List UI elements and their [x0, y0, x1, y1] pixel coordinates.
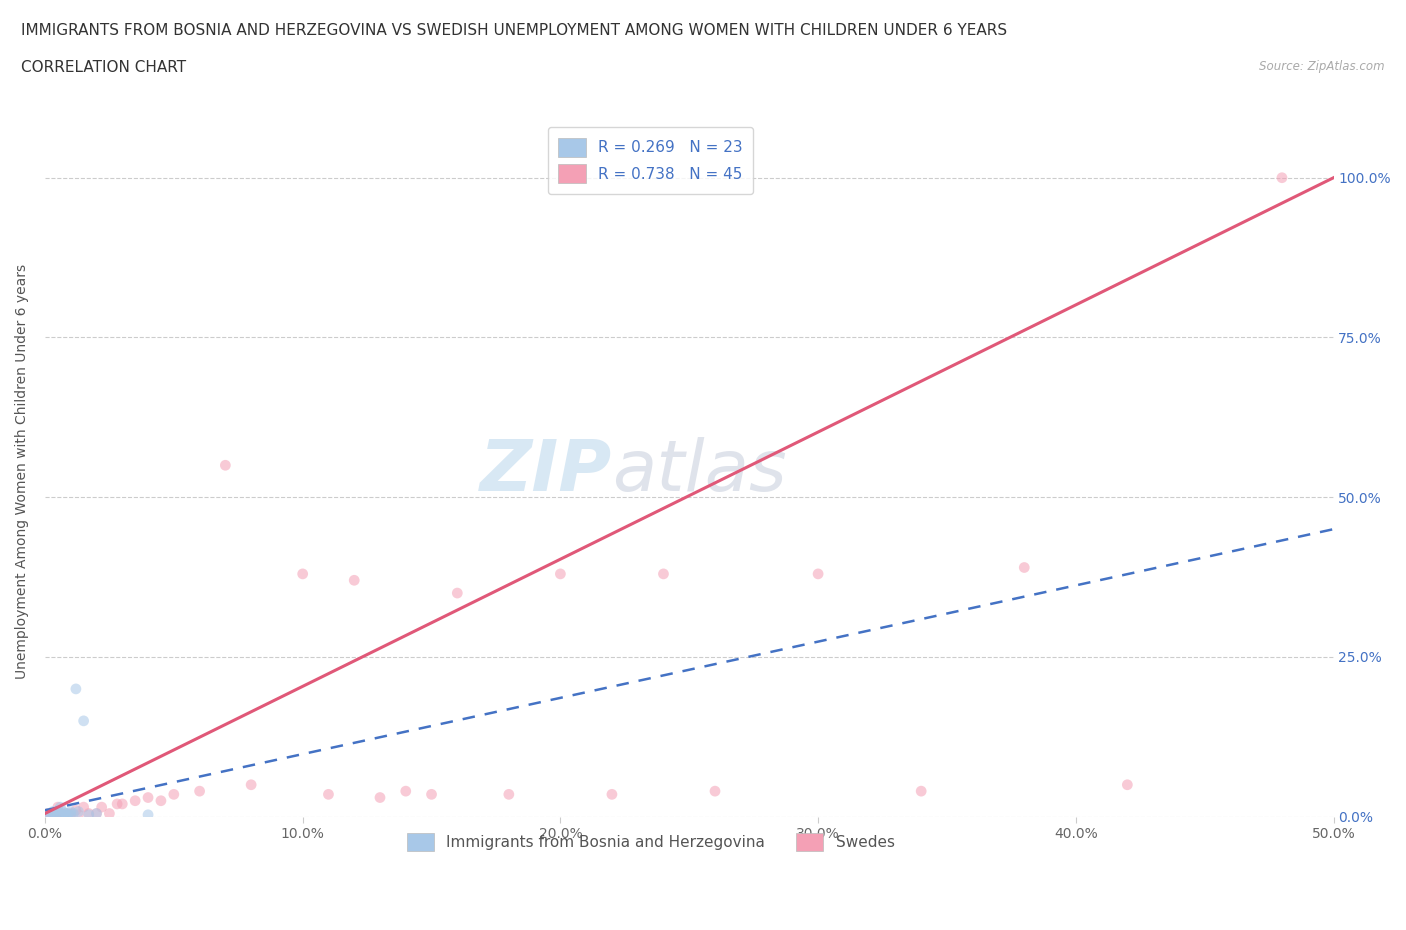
Point	[136, 790, 159, 805]
Point	[44, 807, 66, 822]
Point	[1116, 777, 1139, 792]
Point	[149, 793, 172, 808]
Point	[910, 784, 932, 799]
Point	[124, 793, 146, 808]
Point	[56, 807, 79, 822]
Point	[72, 800, 94, 815]
Point	[46, 806, 69, 821]
Point	[163, 787, 186, 802]
Text: atlas: atlas	[612, 437, 786, 506]
Point	[77, 806, 100, 821]
Point	[343, 573, 366, 588]
Point	[318, 787, 340, 802]
Point	[49, 807, 72, 822]
Text: CORRELATION CHART: CORRELATION CHART	[21, 60, 186, 75]
Point	[214, 458, 236, 472]
Point	[41, 807, 63, 822]
Text: ZIP: ZIP	[479, 437, 612, 506]
Point	[59, 804, 82, 819]
Point	[600, 787, 623, 802]
Point	[550, 566, 572, 581]
Point	[240, 777, 263, 792]
Point	[65, 803, 87, 817]
Point	[55, 807, 77, 822]
Point	[52, 807, 75, 822]
Point	[188, 784, 211, 799]
Point	[395, 784, 418, 799]
Point	[65, 682, 87, 697]
Point	[807, 566, 830, 581]
Point	[46, 803, 69, 817]
Point	[52, 807, 75, 822]
Point	[59, 806, 82, 821]
Point	[62, 806, 84, 821]
Point	[291, 566, 314, 581]
Text: Source: ZipAtlas.com: Source: ZipAtlas.com	[1260, 60, 1385, 73]
Point	[105, 796, 128, 811]
Point	[498, 787, 520, 802]
Point	[49, 800, 72, 815]
Point	[136, 807, 159, 822]
Point	[44, 806, 66, 821]
Point	[420, 787, 443, 802]
Point	[39, 806, 62, 821]
Point	[55, 806, 77, 821]
Point	[86, 806, 108, 821]
Point	[55, 806, 77, 821]
Point	[368, 790, 391, 805]
Point	[446, 586, 468, 601]
Point	[59, 807, 82, 822]
Point	[67, 807, 90, 822]
Point	[49, 806, 72, 821]
Point	[86, 806, 108, 821]
Point	[1012, 560, 1035, 575]
Text: IMMIGRANTS FROM BOSNIA AND HERZEGOVINA VS SWEDISH UNEMPLOYMENT AMONG WOMEN WITH : IMMIGRANTS FROM BOSNIA AND HERZEGOVINA V…	[21, 23, 1007, 38]
Point	[46, 800, 69, 815]
Point	[41, 804, 63, 819]
Legend: Immigrants from Bosnia and Herzegovina, Swedes: Immigrants from Bosnia and Herzegovina, …	[401, 827, 901, 857]
Point	[90, 800, 112, 815]
Point	[98, 806, 121, 821]
Y-axis label: Unemployment Among Women with Children Under 6 years: Unemployment Among Women with Children U…	[15, 264, 30, 679]
Point	[652, 566, 675, 581]
Point	[37, 806, 59, 821]
Point	[39, 806, 62, 821]
Point	[56, 806, 79, 821]
Point	[704, 784, 727, 799]
Point	[111, 796, 134, 811]
Point	[49, 806, 72, 821]
Point	[1271, 170, 1294, 185]
Point	[37, 806, 59, 821]
Point	[52, 804, 75, 819]
Point	[77, 807, 100, 822]
Point	[46, 807, 69, 822]
Point	[72, 713, 94, 728]
Point	[67, 804, 90, 819]
Point	[41, 807, 63, 822]
